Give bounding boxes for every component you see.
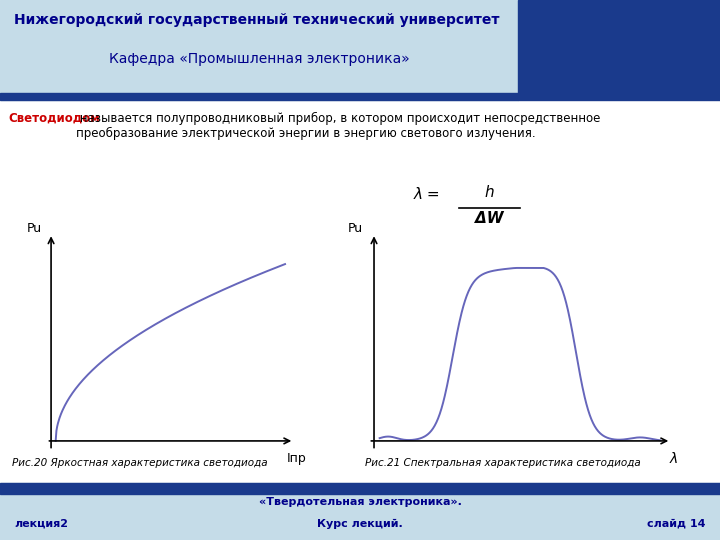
Bar <box>0 93 518 100</box>
Text: λ =: λ = <box>414 187 441 202</box>
Text: называется полупроводниковый прибор, в котором происходит непосредственное
преоб: называется полупроводниковый прибор, в к… <box>76 112 600 140</box>
Text: λ: λ <box>670 453 678 467</box>
Bar <box>0 483 720 494</box>
Text: Рис.20 Яркостная характеристика светодиода: Рис.20 Яркостная характеристика светодио… <box>12 458 268 468</box>
Text: h: h <box>485 185 494 200</box>
Text: Pu: Pu <box>348 222 363 235</box>
Text: Iпр: Iпр <box>287 453 307 465</box>
Bar <box>518 0 720 100</box>
Bar <box>0 0 518 100</box>
Text: Курс лекций.: Курс лекций. <box>317 518 403 529</box>
Text: лекция2: лекция2 <box>14 518 68 529</box>
Text: Светодиодом: Светодиодом <box>8 112 100 125</box>
Text: слайд 14: слайд 14 <box>647 518 706 529</box>
Text: Pu: Pu <box>27 222 42 235</box>
Text: Нижегородский государственный технический университет: Нижегородский государственный технически… <box>14 13 500 27</box>
Text: ΔW: ΔW <box>475 211 503 226</box>
Text: «Твердотельная электроника».: «Твердотельная электроника». <box>258 497 462 508</box>
Text: Рис.21 Спектральная характеристика светодиода: Рис.21 Спектральная характеристика свето… <box>365 458 641 468</box>
Text: Кафедра «Промышленная электроника»: Кафедра «Промышленная электроника» <box>109 52 410 66</box>
